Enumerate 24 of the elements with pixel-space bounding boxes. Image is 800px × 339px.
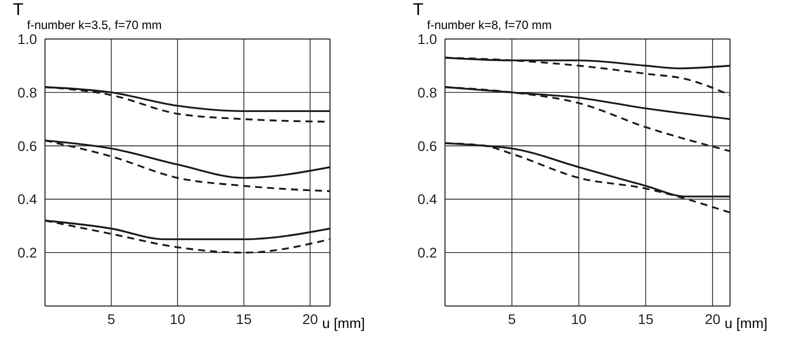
y-tick-label: 0.4 (418, 191, 438, 208)
x-tick-label: 10 (571, 310, 587, 327)
chart-title: f-number k=8, f=70 mm (427, 18, 552, 32)
x-tick-label: 20 (302, 310, 318, 327)
y-tick-label: 0.8 (18, 84, 38, 100)
y-axis-title: T (13, 0, 24, 20)
y-tick-label: 1.0 (18, 30, 38, 47)
y-axis-title: T (413, 0, 424, 20)
chart-title: f-number k=3.5, f=70 mm (27, 18, 162, 32)
y-tick-label: 0.2 (418, 244, 438, 261)
x-axis-title: u [mm] (724, 315, 768, 331)
y-tick-label: 0.2 (18, 244, 38, 261)
x-tick-label: 15 (236, 310, 252, 327)
y-tick-label: 0.8 (418, 84, 438, 100)
y-tick-label: 0.6 (18, 138, 38, 154)
x-tick-label: 5 (107, 310, 116, 327)
x-axis-title: u [mm] (322, 315, 365, 331)
y-tick-label: 1.0 (418, 30, 438, 47)
x-tick-label: 10 (170, 310, 186, 327)
x-tick-label: 20 (704, 310, 721, 327)
x-tick-label: 15 (638, 310, 654, 327)
y-tick-label: 0.4 (18, 191, 38, 208)
y-tick-label: 0.6 (418, 138, 438, 154)
x-tick-label: 5 (508, 310, 516, 327)
